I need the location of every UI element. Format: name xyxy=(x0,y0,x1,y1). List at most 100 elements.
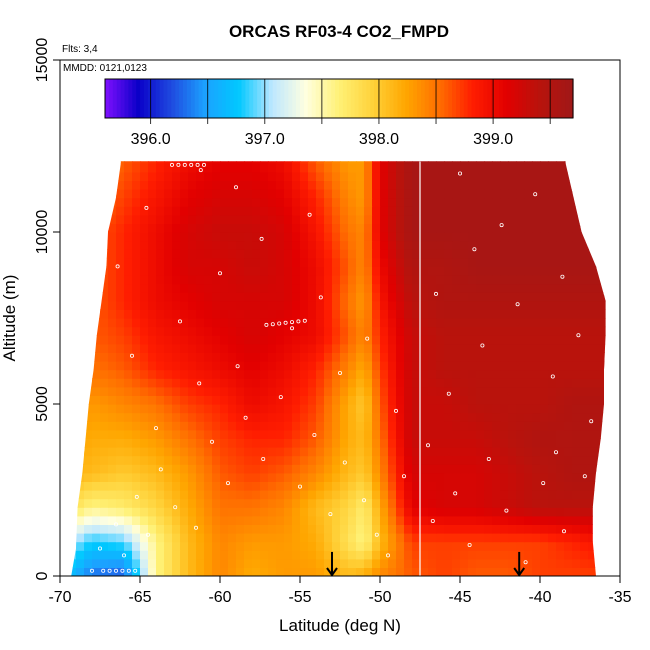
co2-cell xyxy=(164,369,173,379)
co2-cell xyxy=(348,369,357,379)
colorbar-swatch xyxy=(280,79,285,118)
co2-cell xyxy=(204,318,213,328)
co2-cell xyxy=(132,214,141,224)
co2-cell xyxy=(540,378,549,388)
co2-cell xyxy=(340,498,349,508)
co2-cell xyxy=(228,318,237,328)
co2-cell xyxy=(452,567,461,576)
co2-cell xyxy=(132,197,141,207)
co2-cell xyxy=(308,335,317,345)
co2-cell xyxy=(428,455,437,465)
co2-cell xyxy=(108,498,117,508)
co2-cell xyxy=(140,558,149,568)
co2-cell xyxy=(140,490,149,500)
co2-cell xyxy=(356,429,365,439)
co2-cell xyxy=(436,558,445,568)
co2-cell xyxy=(116,378,125,388)
co2-cell xyxy=(364,326,373,336)
co2-cell xyxy=(308,515,317,525)
co2-cell xyxy=(420,283,429,293)
co2-cell xyxy=(508,189,517,199)
co2-cell xyxy=(484,189,493,199)
co2-cell xyxy=(580,257,589,267)
co2-cell xyxy=(524,421,533,431)
co2-cell xyxy=(108,550,117,560)
co2-cell xyxy=(484,378,493,388)
co2-cell xyxy=(508,524,517,534)
co2-cell xyxy=(204,490,213,500)
co2-cell xyxy=(492,481,501,491)
co2-cell xyxy=(564,412,573,422)
co2-cell xyxy=(572,232,581,242)
co2-cell xyxy=(356,369,365,379)
co2-cell xyxy=(276,257,285,267)
co2-cell xyxy=(252,189,261,199)
co2-cell xyxy=(156,378,165,388)
co2-cell xyxy=(236,567,245,576)
co2-cell xyxy=(100,335,109,345)
co2-cell xyxy=(124,472,133,482)
co2-cell xyxy=(364,300,373,310)
co2-cell xyxy=(396,163,405,173)
colorbar-tick-label: 397.0 xyxy=(245,131,285,148)
co2-cell xyxy=(132,161,141,164)
co2-cell xyxy=(124,541,133,551)
co2-cell xyxy=(212,447,221,457)
co2-cell xyxy=(316,249,325,259)
co2-cell xyxy=(356,180,365,190)
co2-cell xyxy=(236,447,245,457)
co2-cell xyxy=(556,197,565,207)
co2-cell xyxy=(300,533,309,543)
co2-cell xyxy=(260,197,269,207)
co2-cell xyxy=(164,515,173,525)
co2-cell xyxy=(468,369,477,379)
co2-cell xyxy=(388,481,397,491)
co2-cell xyxy=(388,550,397,560)
co2-cell xyxy=(500,171,509,181)
co2-cell xyxy=(516,558,525,568)
co2-cell xyxy=(548,421,557,431)
co2-cell xyxy=(108,326,117,336)
co2-cell xyxy=(436,404,445,414)
co2-cell xyxy=(404,240,413,250)
co2-cell xyxy=(516,472,525,482)
co2-cell xyxy=(292,292,301,302)
colorbar-swatch xyxy=(514,79,519,118)
co2-cell xyxy=(164,361,173,371)
co2-cell xyxy=(260,309,269,319)
co2-cell xyxy=(204,197,213,207)
co2-cell xyxy=(444,309,453,319)
co2-cell xyxy=(180,257,189,267)
co2-cell xyxy=(76,550,85,560)
co2-cell xyxy=(268,223,277,233)
co2-cell xyxy=(236,386,245,396)
co2-cell xyxy=(340,490,349,500)
co2-cell xyxy=(364,378,373,388)
co2-cell xyxy=(580,292,589,302)
co2-cell xyxy=(156,189,165,199)
x-tick-label: -55 xyxy=(288,589,311,606)
co2-cell xyxy=(332,550,341,560)
colorbar-swatch xyxy=(366,79,371,118)
co2-cell xyxy=(228,249,237,259)
colorbar-swatch xyxy=(502,79,508,118)
co2-cell xyxy=(324,421,333,431)
co2-cell xyxy=(476,318,485,328)
co2-cell xyxy=(380,464,389,474)
co2-cell xyxy=(244,257,253,267)
co2-cell xyxy=(300,343,309,353)
co2-cell xyxy=(356,326,365,336)
co2-cell xyxy=(316,275,325,285)
co2-cell xyxy=(372,361,381,371)
co2-cell xyxy=(524,490,533,500)
co2-cell xyxy=(316,464,325,474)
co2-cell xyxy=(244,524,253,534)
co2-cell xyxy=(508,283,517,293)
co2-cell xyxy=(380,283,389,293)
co2-cell xyxy=(540,335,549,345)
co2-cell xyxy=(396,533,405,543)
co2-cell xyxy=(540,421,549,431)
co2-cell xyxy=(252,249,261,259)
co2-cell xyxy=(260,249,269,259)
co2-cell xyxy=(172,326,181,336)
